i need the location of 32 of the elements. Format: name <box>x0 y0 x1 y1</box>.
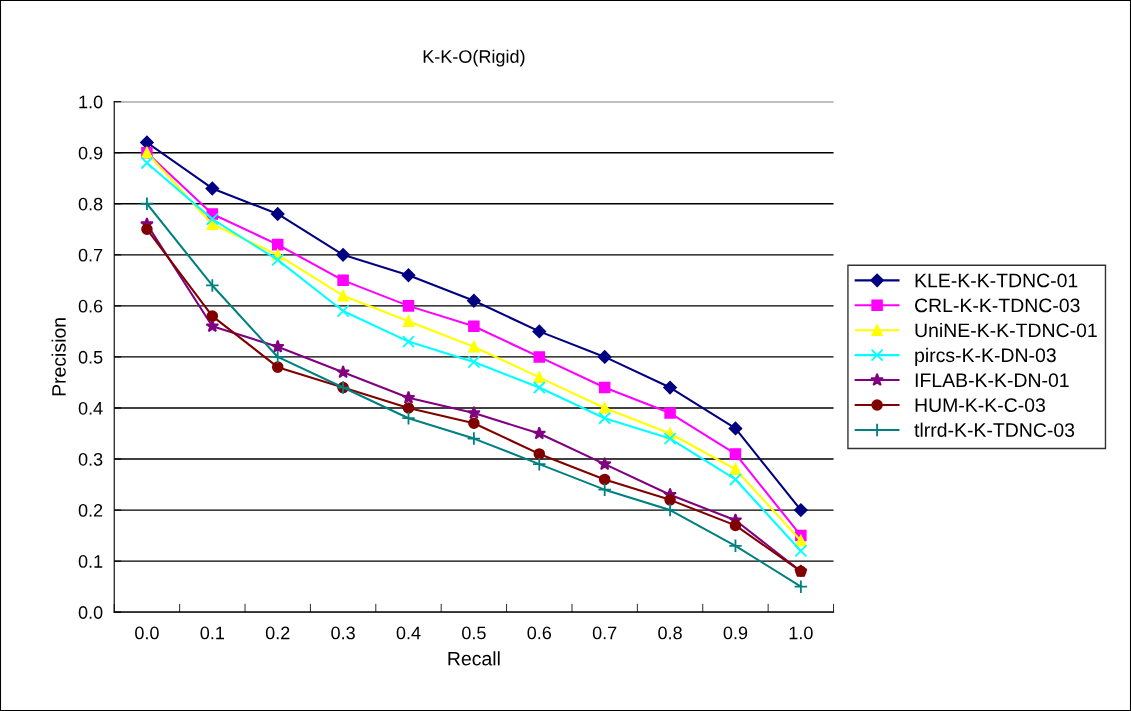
x-tick-label: 0.8 <box>658 626 682 640</box>
y-tick-label: 0.6 <box>78 299 103 313</box>
y-tick-label: 0.0 <box>78 606 103 619</box>
y-tick-label: 0.3 <box>78 452 103 466</box>
legend-label: IFLAB-K-K-DN-01 <box>915 373 1069 388</box>
legend-label: HUM-K-K-C-03 <box>915 398 1045 412</box>
x-tick-label: 0.1 <box>200 626 224 640</box>
y-tick-label: 0.8 <box>78 197 103 211</box>
y-tick-label: 0.1 <box>78 555 103 568</box>
legend-label: KLE-K-K-TDNC-01 <box>915 273 1078 288</box>
x-tick-label: 0.5 <box>462 626 486 640</box>
y-tick-label: 0.5 <box>78 350 103 364</box>
legend-label: pircs-K-K-DN-03 <box>915 347 1056 366</box>
legend-label: tlrrd-K-K-TDNC-03 <box>914 422 1075 437</box>
x-tick-label: 1.0 <box>789 626 813 640</box>
legend-label: UniNE-K-K-TDNC-01 <box>915 322 1097 338</box>
y-axis-title: Precision <box>51 318 66 396</box>
y-tick-label: 0.2 <box>78 504 103 517</box>
x-tick-label: 0.4 <box>396 626 421 640</box>
chart-title: K-K-O(Rigid) <box>423 49 525 67</box>
legend-label: CRL-K-K-TDNC-03 <box>915 298 1080 313</box>
x-tick-label: 0.3 <box>331 626 355 640</box>
x-tick-label: 0.2 <box>265 626 290 640</box>
y-tick-label: 1.0 <box>79 95 103 109</box>
x-tick-label: 0.7 <box>592 626 617 640</box>
x-tick-label: 0.0 <box>135 626 159 640</box>
y-tick-label: 0.4 <box>78 401 103 415</box>
y-tick-label: 0.9 <box>78 146 103 160</box>
x-tick-label: 0.6 <box>527 626 552 640</box>
y-tick-label: 0.7 <box>78 248 103 262</box>
x-tick-label: 0.9 <box>723 626 748 640</box>
x-axis-title: Recall <box>448 651 500 666</box>
